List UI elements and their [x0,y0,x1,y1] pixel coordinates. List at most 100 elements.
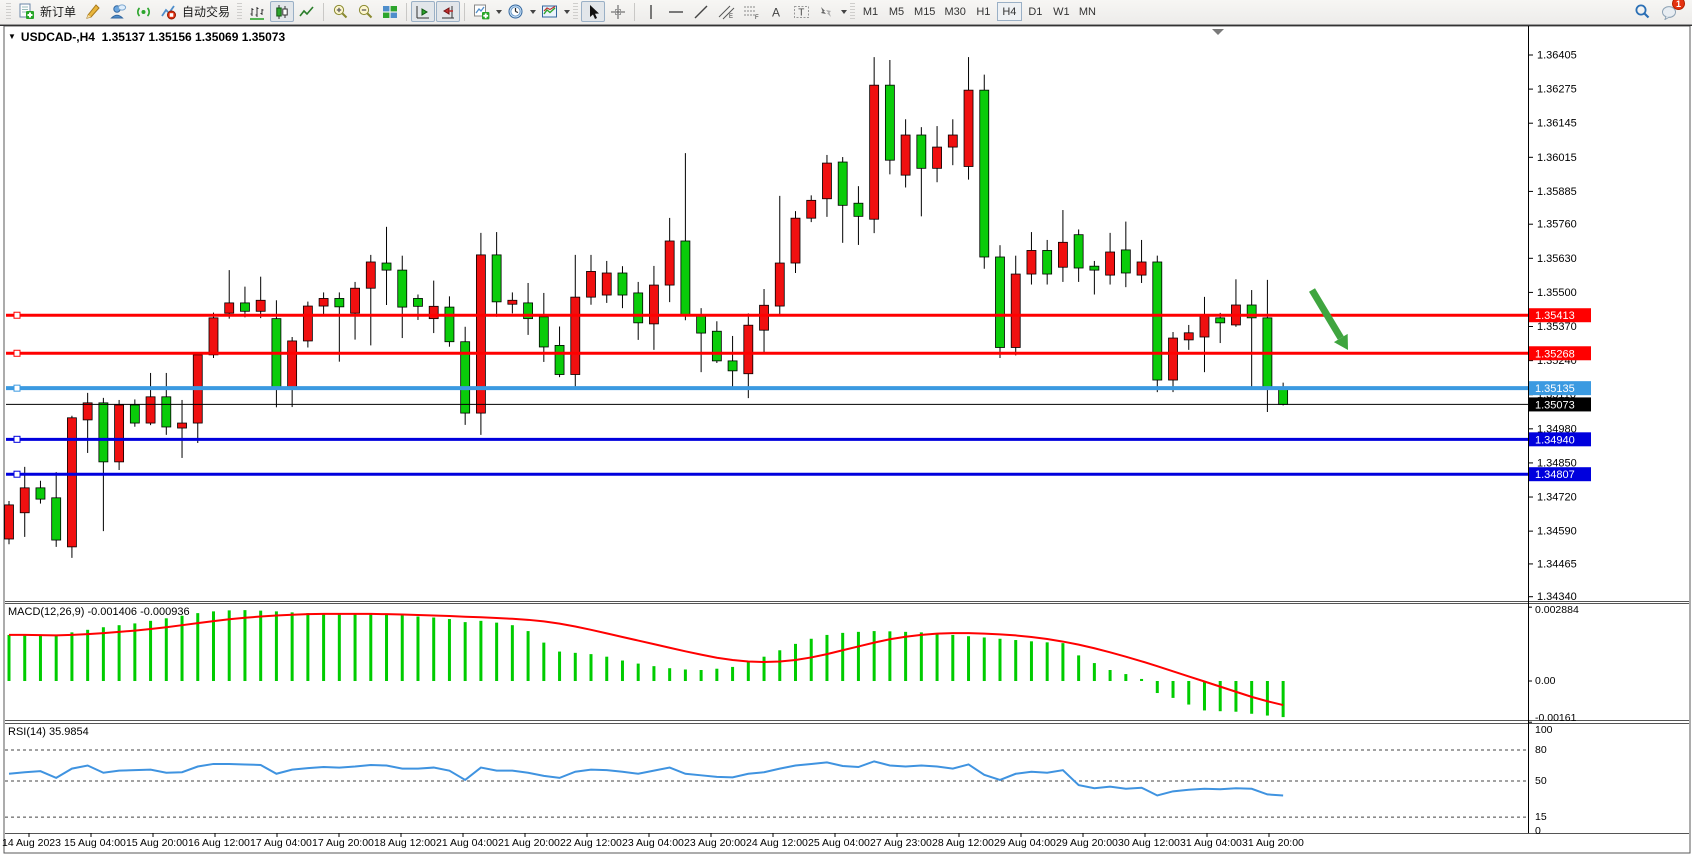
auto-scroll-button[interactable] [411,1,436,22]
shapes-dropdown-caret[interactable] [841,9,848,14]
cursor-button[interactable] [581,1,606,22]
svg-text:27 Aug 23:00: 27 Aug 23:00 [870,837,932,849]
svg-text:1.34720: 1.34720 [1537,492,1577,504]
signals-button[interactable] [131,1,155,22]
periods-button[interactable] [503,1,527,22]
svg-text:0.00: 0.00 [1535,675,1556,687]
time-axis[interactable]: 14 Aug 2023 15 Aug 04:00 15 Aug 20:00 16 Au… [2,833,1304,849]
annotation-arrow-down[interactable] [1308,288,1348,350]
price-line-badge [1529,381,1591,396]
line-handle[interactable] [13,349,21,357]
search-button[interactable] [1630,1,1654,22]
candle-bear [334,298,345,308]
text-label-button[interactable]: T [789,1,813,22]
candle-bear [413,298,423,307]
periods-dropdown-caret[interactable] [530,9,537,14]
chart-canvas[interactable]: 1.36405 1.36275 1.36145 1.36015 1.35885 1.357… [0,25,1692,855]
chart-window[interactable]: 1.36405 1.36275 1.36145 1.36015 1.35885 1.357… [0,25,1692,855]
svg-text:1.34850: 1.34850 [1537,457,1577,469]
notification-icon [1662,5,1676,20]
fibonacci-button[interactable]: F [739,1,763,22]
chart-shift-marker[interactable] [1212,29,1224,35]
line-chart-button[interactable] [295,1,319,22]
candle-bull [507,299,518,305]
trendline-button[interactable] [689,1,713,22]
candle-bear [680,240,691,316]
bar-chart-button[interactable] [245,1,269,22]
templates-button[interactable] [537,1,561,22]
toolbar-drag-handle[interactable] [850,2,856,21]
notifications-button[interactable]: 1 [1658,0,1685,22]
trendline-icon [694,5,708,18]
tab-m30[interactable]: M30 [944,5,966,18]
rsi-line[interactable] [8,760,1284,797]
indicators-button[interactable] [469,1,493,22]
candlestick-button[interactable] [270,1,295,22]
toolbar-drag-handle[interactable] [6,2,11,21]
zoom-in-button[interactable] [328,1,352,22]
tab-h1[interactable]: H1 [976,5,991,18]
line-handle[interactable] [13,470,21,478]
line-handle[interactable] [13,384,21,392]
tab-d1[interactable]: D1 [1028,5,1043,18]
line-handle[interactable] [13,435,21,443]
svg-text:23 Aug 20:00: 23 Aug 20:00 [684,837,746,849]
symbol-dropdown-icon[interactable]: ▼ [8,32,16,41]
svg-text:1.36015: 1.36015 [1537,152,1577,164]
tab-m15[interactable]: M15 [914,5,936,18]
candle-bull [869,84,880,220]
svg-text:1.35370: 1.35370 [1537,321,1577,333]
candle-bear [884,84,895,161]
shapes-button[interactable] [814,1,838,22]
svg-text:1.35413: 1.35413 [1535,310,1575,322]
crosshair-button[interactable] [606,1,630,22]
line-handle[interactable] [13,311,21,319]
svg-text:100: 100 [1535,724,1553,736]
cursor-icon [589,4,599,19]
market-button[interactable] [106,1,130,22]
chart-shift-button[interactable] [436,1,461,22]
indicators-dropdown-caret[interactable] [496,9,503,14]
macd-pane[interactable] [7,610,1285,718]
candle-bear [696,314,707,334]
text-label-icon: T [793,5,809,18]
chart-shift-icon [442,5,455,18]
new-order-label[interactable]: 新订单 [40,5,77,19]
autotrading-label[interactable]: 自动交易 [182,5,231,19]
horizontal-line-button[interactable] [664,1,688,22]
svg-text:25 Aug 04:00: 25 Aug 04:00 [808,837,870,849]
toolbar-drag-handle[interactable] [573,2,579,21]
candle-bull [114,404,125,463]
templates-dropdown-caret[interactable] [564,9,571,14]
svg-text:0.002884: 0.002884 [1535,604,1579,616]
candle-bull [947,134,958,148]
tab-m1[interactable]: M1 [862,5,879,18]
indicators-icon [473,4,489,20]
candle-bull [19,487,30,514]
text-button[interactable]: A [764,1,788,22]
tab-mn[interactable]: MN [1078,5,1096,18]
tile-windows-button[interactable] [378,1,402,22]
candle-bear [381,262,392,271]
svg-text:31 Aug 20:00: 31 Aug 20:00 [1242,837,1304,849]
candle-bull [287,340,298,388]
vertical-line-button[interactable] [639,1,663,22]
new-order-button[interactable] [14,1,38,22]
svg-text:F: F [755,15,759,20]
channel-button[interactable]: E [714,1,738,22]
svg-text:17 Aug 04:00: 17 Aug 04:00 [250,837,312,849]
tab-m5[interactable]: M5 [888,5,905,18]
candlestick-series[interactable] [4,57,1289,558]
tab-w1[interactable]: W1 [1053,5,1070,18]
zoom-out-button[interactable] [353,1,377,22]
candle-bull [365,261,376,289]
candle-bull [664,240,675,286]
candle-bull [743,324,754,375]
metaeditor-button[interactable] [81,1,105,22]
vertical-line-icon [650,4,652,19]
autotrading-button[interactable] [156,1,180,22]
tab-h4[interactable]: H4 [996,2,1022,21]
svg-text:1.34807: 1.34807 [1535,469,1575,481]
toolbar-drag-handle[interactable] [237,2,243,21]
